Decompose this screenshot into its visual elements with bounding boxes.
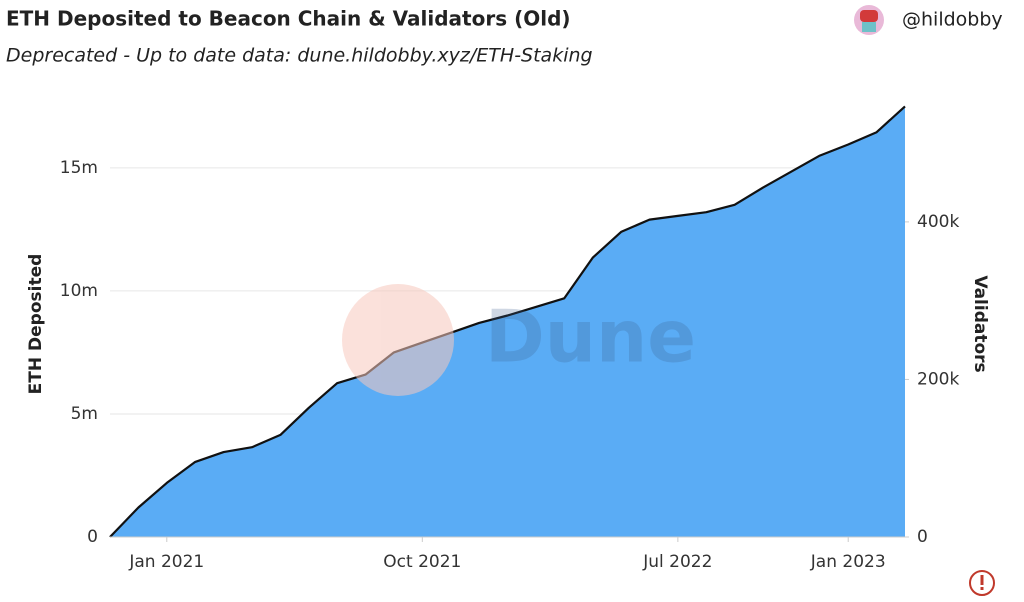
author[interactable]: @hildobby bbox=[902, 9, 1003, 31]
watermark: Dune bbox=[342, 284, 696, 396]
watermark-text: Dune bbox=[485, 295, 696, 379]
y-tick-label: 15m bbox=[60, 158, 98, 178]
plot-area: 0 5m 10m 15m 0 200k 400k Jan 2021 Oct 2021 Jul 20… bbox=[60, 105, 959, 572]
y-axis-label: ETH Deposited bbox=[26, 254, 46, 395]
alert-icon[interactable] bbox=[969, 570, 995, 596]
y2-tick-label: 0 bbox=[917, 527, 928, 547]
y-tick-label: 10m bbox=[60, 281, 98, 301]
line bbox=[109, 105, 906, 538]
avatar bbox=[854, 5, 884, 35]
y2-tick-label: 200k bbox=[917, 369, 959, 389]
chart-subtitle: Deprecated - Up to date data: dune.hildo… bbox=[6, 45, 593, 67]
y2-axis-label: Validators bbox=[970, 275, 990, 372]
x-tick-label: Jan 2021 bbox=[128, 552, 204, 572]
chart-title: ETH Deposited to Beacon Chain & Validato… bbox=[6, 7, 571, 31]
y2-tick-label: 400k bbox=[917, 212, 959, 232]
area bbox=[110, 106, 905, 538]
y-tick-label: 0 bbox=[87, 527, 98, 547]
y-tick-label: 5m bbox=[71, 404, 98, 424]
x-tick-label: Jul 2022 bbox=[642, 552, 712, 572]
x-tick-label: Oct 2021 bbox=[383, 552, 461, 572]
x-tick-label: Jan 2023 bbox=[810, 552, 886, 572]
